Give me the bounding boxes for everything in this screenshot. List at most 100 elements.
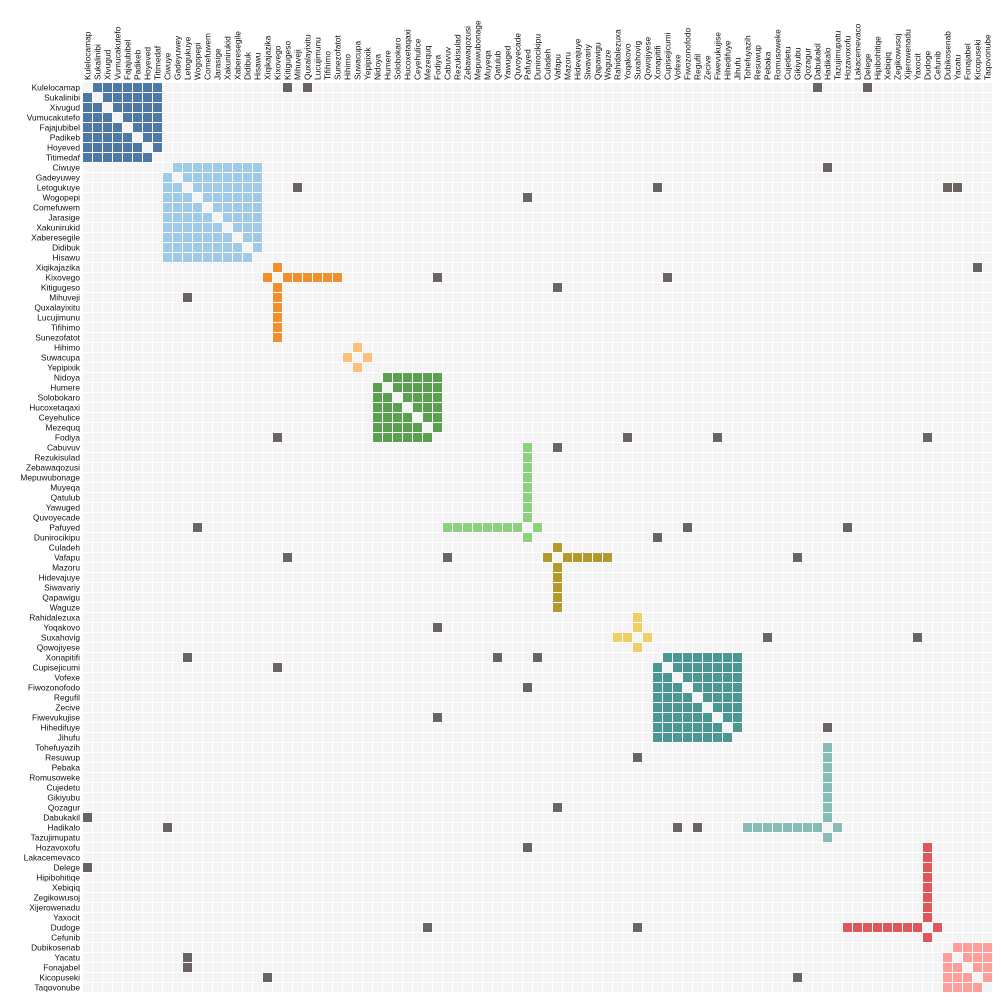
matrix-cell: [553, 503, 562, 512]
matrix-cell: [513, 163, 522, 172]
matrix-cell: [113, 363, 122, 372]
matrix-cell: [863, 273, 872, 282]
matrix-cell: [863, 593, 872, 602]
matrix-cell: [463, 143, 472, 152]
matrix-cell: [853, 403, 862, 412]
matrix-cell: [393, 333, 402, 342]
matrix-cell: [873, 573, 882, 582]
matrix-cell: [483, 193, 492, 202]
matrix-cell: [173, 473, 182, 482]
matrix-cell: [533, 133, 542, 142]
matrix-cell: [793, 423, 802, 432]
matrix-cell: [743, 553, 752, 562]
matrix-cell: [653, 293, 662, 302]
matrix-cell: [83, 373, 92, 382]
matrix-cell: [213, 283, 222, 292]
matrix-cell: [603, 233, 612, 242]
matrix-cell: [283, 513, 292, 522]
matrix-cell: [593, 123, 602, 132]
matrix-cell: [423, 293, 432, 302]
matrix-cell: [223, 563, 232, 572]
matrix-cell: [473, 223, 482, 232]
matrix-cell: [243, 483, 252, 492]
matrix-cell: [563, 273, 572, 282]
matrix-cell: [213, 123, 222, 132]
matrix-cell: [233, 603, 242, 612]
matrix-cell: [383, 523, 392, 532]
matrix-cell: [453, 423, 462, 432]
matrix-cell: [223, 573, 232, 582]
matrix-cell: [723, 403, 732, 412]
matrix-cell: [333, 153, 342, 162]
matrix-cell: [633, 413, 642, 422]
matrix-cell: [133, 563, 142, 572]
matrix-cell: [343, 263, 352, 272]
matrix-cell: [513, 583, 522, 592]
matrix-cell: [823, 553, 832, 562]
matrix-cell: [603, 543, 612, 552]
matrix-cell: [293, 433, 302, 442]
matrix-cell: [393, 523, 402, 532]
matrix-cell: [793, 313, 802, 322]
matrix-cell: [523, 143, 532, 152]
matrix-cell: [303, 473, 312, 482]
matrix-cell: [503, 583, 512, 592]
matrix-cell-link: [83, 113, 92, 122]
matrix-cell: [733, 303, 742, 312]
matrix-cell: [873, 93, 882, 102]
matrix-cell: [223, 583, 232, 592]
matrix-cell: [823, 583, 832, 592]
matrix-cell: [703, 483, 712, 492]
matrix-cell: [893, 173, 902, 182]
matrix-cell: [443, 383, 452, 392]
matrix-cell: [913, 183, 922, 192]
matrix-cell: [593, 313, 602, 322]
matrix-cell: [493, 403, 502, 412]
matrix-cell: [213, 113, 222, 122]
matrix-cell: [733, 143, 742, 152]
matrix-cell: [693, 133, 702, 142]
matrix-cell: [443, 193, 452, 202]
matrix-cell: [83, 293, 92, 302]
matrix-cell: [593, 373, 602, 382]
matrix-cell: [193, 623, 202, 632]
matrix-cell: [183, 533, 192, 542]
matrix-cell-link: [543, 553, 552, 562]
matrix-cell: [813, 163, 822, 172]
matrix-cell: [123, 123, 132, 132]
matrix-cell-link: [213, 233, 222, 242]
matrix-cell: [553, 233, 562, 242]
matrix-cell: [983, 143, 992, 152]
matrix-cell: [103, 193, 112, 202]
matrix-cell: [763, 143, 772, 152]
matrix-cell: [233, 473, 242, 482]
matrix-cell: [143, 393, 152, 402]
matrix-cell: [903, 143, 912, 152]
matrix-cell: [303, 333, 312, 342]
matrix-cell-link: [93, 133, 102, 142]
matrix-cell: [873, 393, 882, 402]
matrix-cell: [593, 363, 602, 372]
matrix-cell: [833, 613, 842, 622]
matrix-cell: [323, 333, 332, 342]
matrix-cell-link: [973, 263, 982, 272]
matrix-cell: [323, 133, 332, 142]
matrix-cell: [963, 193, 972, 202]
matrix-cell: [143, 513, 152, 522]
matrix-cell: [493, 353, 502, 362]
matrix-cell: [813, 583, 822, 592]
matrix-cell: [723, 283, 732, 292]
matrix-cell: [773, 413, 782, 422]
matrix-cell: [923, 463, 932, 472]
matrix-cell: [643, 283, 652, 292]
matrix-cell: [193, 403, 202, 412]
matrix-cell: [613, 153, 622, 162]
matrix-cell: [353, 533, 362, 542]
matrix-cell: [213, 463, 222, 472]
matrix-cell: [973, 103, 982, 112]
matrix-cell: [593, 333, 602, 342]
matrix-cell: [503, 393, 512, 402]
matrix-cell: [753, 563, 762, 572]
matrix-cell: [703, 593, 712, 602]
matrix-cell: [333, 373, 342, 382]
